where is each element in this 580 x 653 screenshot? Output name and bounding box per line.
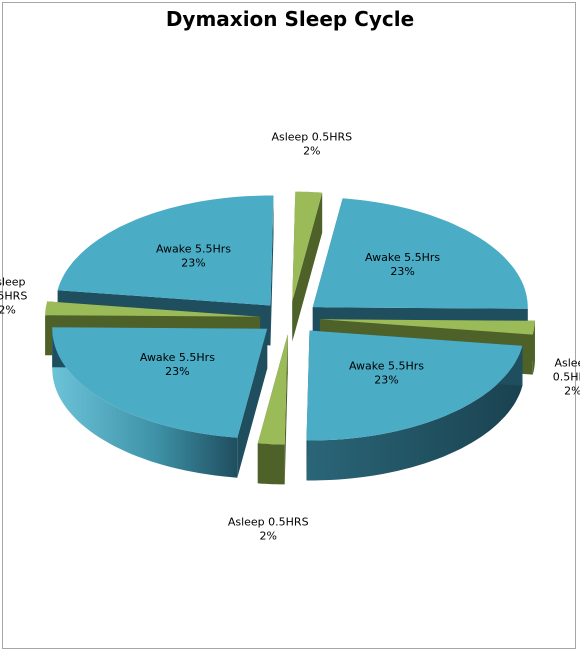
chart-title: Dymaxion Sleep Cycle — [165, 7, 415, 31]
pie-slice-top — [292, 191, 323, 302]
pie-slice-4 — [257, 334, 288, 485]
pie-slice-top — [52, 327, 268, 438]
data-label: Asleep 0.5HRS 2% — [271, 131, 352, 158]
data-label: Awake 5.5Hrs 23% — [140, 351, 215, 378]
pie-slice-3 — [306, 330, 523, 481]
pie-slice-top — [306, 330, 523, 441]
pie-slice-wall — [306, 345, 523, 481]
pie-slice-top — [57, 195, 274, 306]
pie-slice-5 — [52, 327, 268, 478]
pie-slice-top — [45, 301, 261, 317]
data-label: Awake 5.5Hrs 23% — [156, 243, 231, 270]
pie-slice-8 — [292, 191, 323, 342]
data-label: Awake 5.5Hrs 23% — [349, 360, 424, 387]
data-label: Asleep 0.5HRS 2% — [228, 516, 309, 543]
pie-slice-top — [312, 198, 528, 309]
pie-slice-wall — [52, 327, 238, 478]
pie-slice-cut-face — [292, 192, 323, 342]
data-label: Awake 5.5Hrs 23% — [365, 251, 440, 278]
pie-slice-cut-face — [270, 195, 274, 346]
pie-slice-top — [319, 319, 535, 335]
pie-slice-top — [257, 334, 288, 445]
